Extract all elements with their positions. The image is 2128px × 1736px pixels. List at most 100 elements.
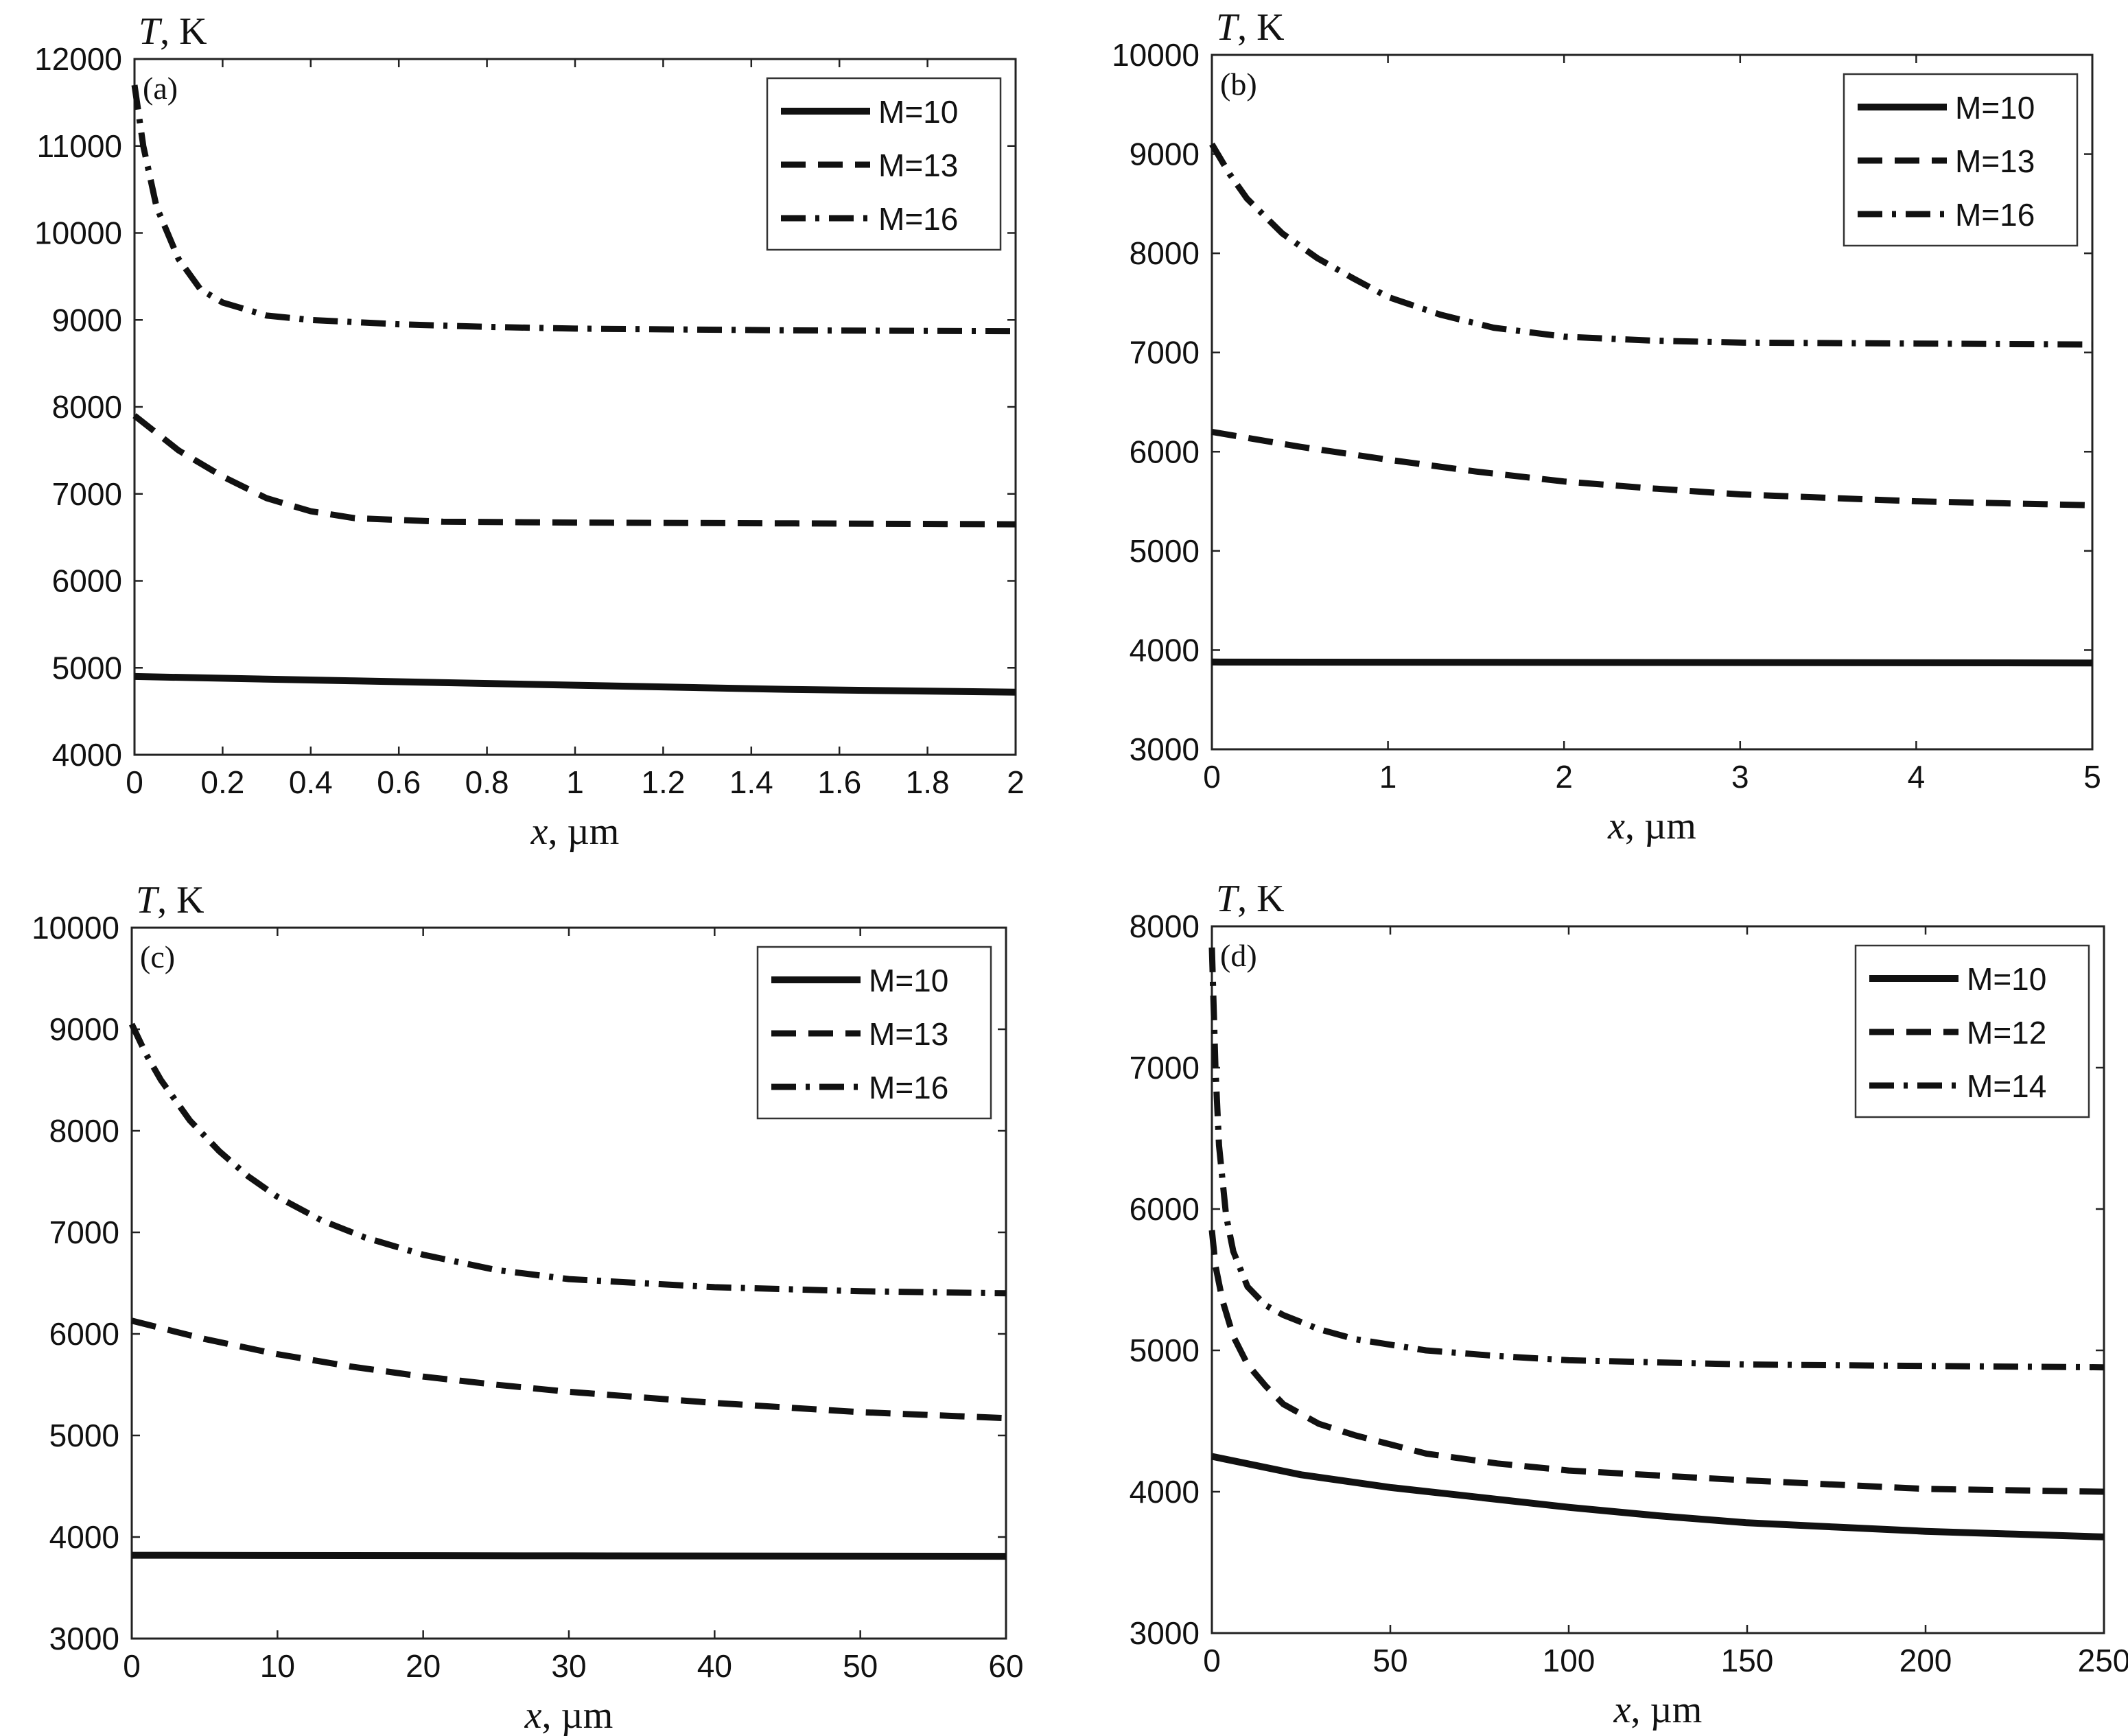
chart-panel-1: 0 0.2 0.4 0.6 0.8 1 1.2 1.4 1.6 1.8 2 4000 5000 6000 7… (34, 10, 1025, 853)
x-tick-label: 20 (406, 1648, 441, 1684)
panel-label: (c) (140, 939, 175, 974)
y-tick-label: 4000 (49, 1519, 119, 1555)
legend-label: M=10 (1967, 961, 2046, 997)
chart-panel-4: 0 50 100 150 200 250 3000 4000 5000 6000 7000 8000 T… (1130, 878, 2128, 1731)
chart-panel-3: 0 10 20 30 40 50 60 3000 4000 5000 6000 7000 8000 900… (32, 879, 1024, 1736)
x-tick-label: 10 (260, 1648, 295, 1684)
y-axis-variable: T (136, 879, 160, 922)
series-line-m-13 (132, 413, 1016, 528)
y-tick-label: 5000 (1130, 1333, 1200, 1368)
x-tick-label: 0 (126, 764, 143, 800)
y-tick-label: 10000 (1112, 37, 1200, 73)
x-tick-label: 4 (1908, 759, 1926, 795)
x-axis-variable: x (1613, 1689, 1631, 1731)
legend-label: M=13 (878, 148, 958, 183)
x-tick-label: 1 (566, 764, 584, 800)
x-axis-unit: , µm (542, 1694, 613, 1736)
y-axis-title: T, K (1216, 878, 1285, 920)
x-axis-title: x, µm (524, 1694, 613, 1736)
x-axis-unit: , µm (1625, 805, 1696, 847)
series-line-m-10 (134, 672, 1016, 696)
y-tick-label: 5000 (1130, 533, 1200, 569)
y-tick-label: 12000 (34, 41, 122, 77)
legend-label: M=16 (869, 1070, 948, 1105)
y-tick-label: 7000 (1130, 1050, 1200, 1086)
y-axis-variable: T (1216, 6, 1240, 49)
x-tick-label: 150 (1721, 1643, 1774, 1678)
legend-label: M=12 (1967, 1015, 2046, 1051)
x-tick-label: 0.8 (465, 764, 509, 800)
x-axis-unit: , µm (548, 810, 620, 853)
series-line-m-16 (131, 84, 1016, 335)
legend-box (1843, 73, 2079, 247)
y-tick-label: 6000 (1130, 434, 1200, 469)
x-axis-title: x, µm (530, 810, 620, 853)
y-tick-label: 5000 (52, 650, 122, 685)
legend: M=10 M=13 M=16 (1843, 73, 2079, 247)
series-line-m-16 (1209, 142, 2093, 348)
legend-label: M=10 (869, 963, 948, 998)
y-axis-title: T, K (136, 879, 204, 922)
y-axis-unit: , K (1237, 878, 1284, 920)
x-tick-label: 0 (1203, 1643, 1221, 1678)
y-tick-label: 7000 (49, 1215, 119, 1250)
y-tick-label: 3000 (1130, 1615, 1200, 1651)
series-line-m-14 (1208, 947, 2105, 1371)
x-tick-label: 40 (697, 1648, 732, 1684)
x-tick-label: 50 (843, 1648, 878, 1684)
y-tick-label: 10000 (32, 910, 119, 946)
legend: M=10 M=13 M=16 (766, 77, 1002, 251)
x-axis-title: x, µm (1607, 805, 1696, 847)
x-tick-label: 30 (551, 1648, 586, 1684)
x-tick-label: 0.2 (200, 764, 244, 800)
legend-label: M=16 (878, 201, 958, 237)
x-tick-label: 0 (123, 1648, 141, 1684)
legend-label: M=13 (1955, 143, 2035, 179)
x-tick-label: 1.2 (641, 764, 685, 800)
y-tick-label: 3000 (49, 1621, 119, 1656)
legend-label: M=10 (1955, 90, 2035, 126)
legend: M=10 M=13 M=16 (756, 946, 992, 1120)
x-axis-variable: x (1607, 805, 1625, 847)
y-tick-label: 3000 (1130, 731, 1200, 767)
x-axis-variable: x (530, 810, 548, 853)
panel-label: (b) (1220, 67, 1257, 102)
x-tick-label: 1.6 (817, 764, 861, 800)
y-tick-label: 9000 (1130, 137, 1200, 172)
y-tick-label: 6000 (49, 1316, 119, 1352)
x-tick-label: 0.6 (377, 764, 421, 800)
y-tick-label: 11000 (36, 128, 122, 164)
x-tick-label: 50 (1372, 1643, 1407, 1678)
y-axis-unit: , K (157, 879, 204, 922)
y-axis-unit: , K (1237, 6, 1284, 49)
series-line-m-10 (131, 1551, 1007, 1560)
y-tick-label: 4000 (1130, 1474, 1200, 1510)
x-tick-label: 1.4 (729, 764, 773, 800)
y-tick-label: 4000 (1130, 632, 1200, 668)
x-tick-label: 2 (1555, 759, 1573, 795)
legend-label: M=13 (869, 1016, 948, 1052)
y-axis-unit: , K (160, 10, 207, 53)
series-line-m-16 (128, 1022, 1007, 1297)
legend-box (756, 946, 992, 1120)
legend-label: M=16 (1955, 197, 2035, 233)
series-line-m-10 (1211, 1453, 2105, 1540)
panel-label: (d) (1220, 938, 1257, 973)
series-line-m-10 (1211, 658, 2093, 667)
x-axis-variable: x (524, 1694, 542, 1736)
x-tick-label: 100 (1543, 1643, 1595, 1678)
y-tick-label: 7000 (1130, 335, 1200, 371)
y-tick-label: 6000 (52, 563, 122, 599)
x-tick-label: 200 (1899, 1643, 1952, 1678)
y-axis-title: T, K (139, 10, 207, 53)
x-tick-label: 2 (1007, 764, 1025, 800)
y-axis-title: T, K (1216, 6, 1285, 49)
x-tick-label: 250 (2078, 1643, 2128, 1678)
x-tick-label: 1 (1379, 759, 1397, 795)
y-tick-label: 8000 (49, 1113, 119, 1149)
series-line-m-13 (1211, 428, 2093, 508)
y-tick-label: 8000 (1130, 908, 1200, 944)
chart-panel-2: 0 1 2 3 4 5 3000 4000 5000 6000 7000 8000 9000 10000 T… (1112, 6, 2101, 847)
series-line-m-13 (130, 1317, 1007, 1422)
x-tick-label: 0.4 (289, 764, 333, 800)
